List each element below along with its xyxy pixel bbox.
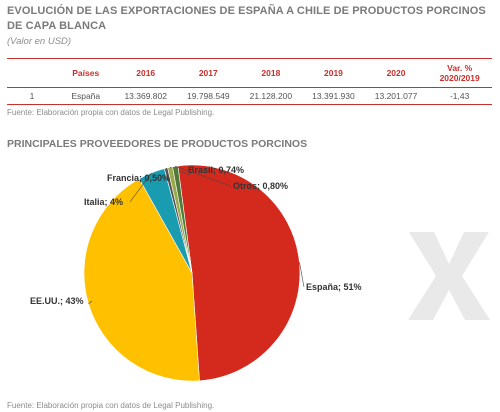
chart-title: EVOLUCIÓN DE LAS EXPORTACIONES DE ESPAÑA…	[7, 5, 486, 32]
header-2018: 2018	[261, 68, 281, 78]
chart-source: Fuente: Elaboración propia con datos de …	[7, 401, 215, 410]
pie-slice-label: Italia; 4%	[84, 197, 123, 207]
cell-2019: 13.391.930	[312, 91, 355, 101]
chart-subtitle: (Valor en USD)	[7, 36, 72, 47]
table-row: 1 España 13.369.802 19.798.549 21.128.20…	[7, 88, 492, 105]
cell-index: 1	[29, 91, 35, 101]
x-watermark-icon	[408, 232, 490, 320]
cell-pais: España	[71, 91, 101, 101]
pie-slice-label: Francia; 0,50%	[107, 173, 170, 183]
pie-slice	[172, 165, 193, 274]
cell-var: -1,43	[449, 91, 470, 101]
header-var: Var. % 2020/2019	[439, 63, 480, 83]
table-source: Fuente: Elaboración propia con datos de …	[7, 108, 215, 117]
cell-2016: 13.369.802	[124, 91, 167, 101]
cell-2017: 19.798.549	[187, 91, 230, 101]
pie-title: PRINCIPALES PROVEEDORES DE PRODUCTOS POR…	[7, 138, 308, 150]
table-header-row: Países 2016 2017 2018 2019 2020 Var. % 2…	[7, 58, 492, 88]
pie-slice	[177, 164, 301, 382]
header-2016: 2016	[136, 68, 156, 78]
pie-leader-line	[299, 262, 305, 288]
header-2017: 2017	[198, 68, 218, 78]
pie-leader-line	[88, 300, 93, 305]
cell-2018: 21.128.200	[249, 91, 293, 101]
pie-slice-label: Brasil; 0,74%	[188, 165, 244, 175]
pie-leader-line	[175, 166, 232, 187]
pie-slice-label: Otros; 0,80%	[233, 181, 288, 191]
header-2019: 2019	[323, 68, 343, 78]
cell-2020: 13.201.077	[374, 91, 418, 101]
pie-slice-label: España; 51%	[306, 282, 362, 292]
exports-table: Países 2016 2017 2018 2019 2020 Var. % 2…	[7, 58, 492, 105]
header-paises: Países	[72, 68, 100, 78]
pie-slice-label: EE.UU.; 43%	[30, 296, 84, 306]
header-2020: 2020	[386, 68, 406, 78]
pie-leader-line	[129, 172, 152, 203]
